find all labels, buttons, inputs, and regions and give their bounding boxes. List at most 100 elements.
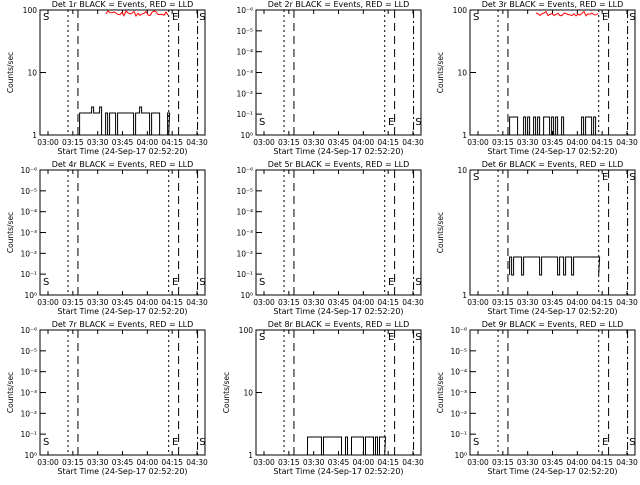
x-tick-label: 04:30 [186,458,208,467]
x-axis-label: Start Time (24-Sep-17 02:52:20) [487,467,617,476]
x-tick-label: 03:15 [492,138,514,147]
y-tick-label: 10⁻⁵ [20,187,37,196]
x-tick-label: 04:00 [137,458,159,467]
y-tick-label: 1 [462,131,467,140]
plot-frame [469,329,636,456]
x-tick-label: 04:15 [161,458,183,467]
y-tick-label: 10⁻³ [236,69,253,78]
marker-label: E [602,12,608,23]
y-tick-label: 100 [239,326,254,335]
x-axis-label: Start Time (24-Sep-17 02:52:20) [273,467,403,476]
x-axis-label: Start Time (24-Sep-17 02:52:20) [57,467,187,476]
plot-frame [39,9,206,136]
y-tick-label: 10⁻⁶ [236,6,253,15]
x-tick-label: 03:00 [467,298,489,307]
marker-label: E [172,12,178,23]
y-tick-label: 10⁻⁴ [450,368,467,377]
x-tick-label: 04:30 [616,298,638,307]
x-tick-label: 04:15 [591,298,613,307]
y-tick-label: 10⁻⁶ [20,326,37,335]
x-tick-label: 03:15 [62,138,84,147]
y-tick-label: 10⁻⁵ [236,27,253,36]
x-tick-label: 03:15 [278,458,300,467]
y-tick-label: 10⁻⁶ [450,326,467,335]
marker-label: S [259,277,265,288]
y-tick-label: 10⁰ [24,451,37,460]
marker-label: S [43,277,49,288]
marker-label: E [388,332,394,343]
x-tick-label: 03:15 [492,458,514,467]
x-tick-label: 03:30 [303,458,325,467]
y-tick-label: 10⁻¹ [450,430,467,439]
x-axis-label: Start Time (24-Sep-17 02:52:20) [57,147,187,156]
y-tick-label: 10⁻² [450,409,467,418]
plot-frame [255,9,422,136]
x-tick-label: 04:00 [353,298,375,307]
y-tick-label: 10⁻¹ [20,270,37,279]
x-tick-label: 03:15 [62,298,84,307]
y-axis-label: Counts/sec [6,212,15,253]
x-axis-label: Start Time (24-Sep-17 02:52:20) [273,147,403,156]
x-tick-label: 03:45 [328,298,350,307]
y-tick-label: 1 [32,131,37,140]
y-tick-label: 10 [457,69,467,78]
x-tick-label: 03:30 [87,458,109,467]
x-tick-label: 03:45 [328,458,350,467]
x-tick-label: 03:45 [542,298,564,307]
x-tick-label: 04:00 [567,138,589,147]
x-tick-label: 03:00 [37,458,59,467]
marker-label: S [199,12,205,23]
x-tick-label: 03:15 [62,458,84,467]
plot-frame [469,169,636,296]
x-tick-label: 03:00 [37,298,59,307]
x-tick-label: 04:15 [161,298,183,307]
x-tick-label: 03:00 [253,138,275,147]
x-tick-label: 04:00 [137,138,159,147]
plot-frame [255,169,422,296]
y-tick-label: 10⁻⁵ [236,187,253,196]
y-tick-label: 1 [462,291,467,300]
marker-label: S [629,437,635,448]
x-tick-label: 03:30 [517,298,539,307]
panel-title: Det 8r BLACK = Events, RED = LLD [268,320,410,329]
x-tick-label: 03:00 [467,138,489,147]
y-tick-label: 10⁻³ [236,229,253,238]
x-tick-label: 04:15 [377,298,399,307]
x-tick-label: 03:15 [278,298,300,307]
y-tick-label: 10 [243,389,253,398]
x-tick-label: 03:15 [492,298,514,307]
x-tick-label: 04:15 [591,138,613,147]
x-axis-label: Start Time (24-Sep-17 02:52:20) [57,307,187,316]
marker-label: S [415,332,421,343]
x-tick-label: 04:30 [402,138,424,147]
y-axis-label: Counts/sec [6,52,15,93]
y-tick-label: 10 [457,166,467,175]
lld-trace [105,10,169,17]
x-tick-label: 03:30 [87,298,109,307]
y-tick-label: 10⁻² [20,249,37,258]
y-axis-label: Counts/sec [436,52,445,93]
x-tick-label: 04:30 [402,298,424,307]
lld-trace [535,10,599,17]
y-tick-label: 10 [27,69,37,78]
y-tick-label: 10⁻¹ [236,270,253,279]
events-trace [509,116,600,136]
y-tick-label: 10⁻⁵ [450,347,467,356]
marker-label: S [199,277,205,288]
x-tick-label: 04:15 [377,458,399,467]
y-axis-label: Counts/sec [6,372,15,413]
events-trace [79,106,171,136]
y-tick-label: 10⁰ [240,291,253,300]
x-tick-label: 03:15 [278,138,300,147]
marker-label: S [473,437,479,448]
marker-label: S [415,277,421,288]
